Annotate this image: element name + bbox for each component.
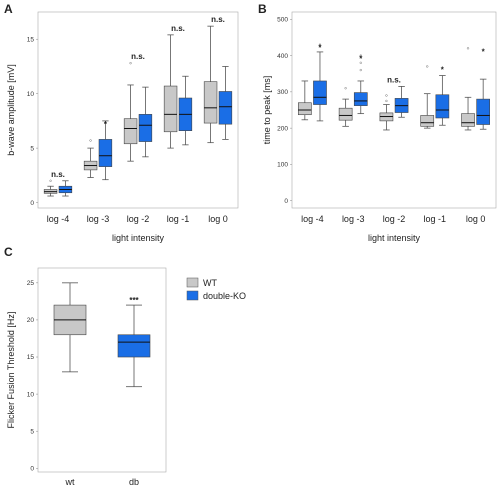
ytick-label: 20 bbox=[27, 317, 35, 324]
y-axis-label: Flicker Fusion Threshold [Hz] bbox=[6, 312, 16, 429]
category-label: db bbox=[129, 477, 139, 487]
x-axis-label: light intensity bbox=[368, 233, 421, 243]
ytick-label: 5 bbox=[30, 145, 34, 152]
box-ko-1-outlier-2 bbox=[359, 54, 362, 57]
box-wt-2-outlier-1 bbox=[385, 94, 388, 97]
box-ko-1-box bbox=[98, 139, 113, 167]
significance-label: n.s. bbox=[387, 75, 401, 84]
box-wt-2-outlier-0 bbox=[129, 62, 132, 65]
box-wt-1-box bbox=[338, 107, 353, 121]
box-wt-3-box bbox=[163, 85, 178, 133]
category-label: log -3 bbox=[342, 214, 365, 224]
category-label: log -4 bbox=[301, 214, 324, 224]
legend-label-1: double-KO bbox=[203, 291, 246, 301]
panel-C bbox=[36, 267, 167, 473]
significance-label: * bbox=[359, 55, 363, 64]
category-label: log -4 bbox=[47, 214, 70, 224]
box-wt-0-box bbox=[297, 102, 312, 116]
panel-letter-C: C bbox=[4, 245, 13, 259]
category-label: log -3 bbox=[87, 214, 110, 224]
category-label: log 0 bbox=[208, 214, 228, 224]
category-label: log 0 bbox=[466, 214, 486, 224]
box-ko-4-box bbox=[476, 98, 491, 125]
ytick-label: 0 bbox=[30, 465, 34, 472]
significance-label: *** bbox=[129, 296, 139, 305]
panel-A bbox=[36, 11, 239, 209]
significance-label: n.s. bbox=[171, 24, 185, 33]
box-ko-1-outlier-0 bbox=[359, 68, 362, 72]
ytick-label: 5 bbox=[30, 428, 34, 435]
box-ko-4-box bbox=[218, 91, 233, 125]
ytick-label: 500 bbox=[277, 16, 288, 23]
box-ko-0-box bbox=[313, 80, 327, 105]
significance-label: * bbox=[482, 47, 486, 56]
category-label: log -1 bbox=[167, 214, 190, 224]
ytick-label: 300 bbox=[277, 89, 288, 96]
box-wt-3-outlier-0 bbox=[426, 65, 429, 68]
panel-A-frame bbox=[37, 11, 239, 209]
box-ko-0-outlier-0 bbox=[318, 43, 322, 46]
ytick-label: 15 bbox=[27, 36, 35, 43]
category-label: wt bbox=[65, 477, 75, 487]
significance-label: n.s. bbox=[51, 170, 65, 179]
x-axis-label: light intensity bbox=[112, 233, 165, 243]
category-label: log -2 bbox=[127, 214, 150, 224]
category-label: log -2 bbox=[383, 214, 406, 224]
box-wt-4-box bbox=[203, 81, 218, 124]
ytick-label: 25 bbox=[27, 280, 35, 287]
ytick-label: 0 bbox=[30, 200, 34, 207]
significance-label: n.s. bbox=[211, 15, 225, 24]
box-ko-2-box bbox=[138, 114, 153, 142]
box-ko-3-box bbox=[435, 94, 450, 119]
box-wt-2-box bbox=[123, 118, 138, 145]
box-wt-3-box bbox=[420, 115, 435, 127]
category-label: log -1 bbox=[424, 214, 447, 224]
legend-swatch-0 bbox=[186, 277, 199, 288]
legend-swatch-1 bbox=[186, 290, 199, 301]
legend-label-0: WT bbox=[203, 278, 217, 288]
panel-B-frame bbox=[291, 11, 497, 209]
y-axis-label: b-wave amplitude [mV] bbox=[6, 64, 16, 156]
panel-B bbox=[290, 11, 497, 209]
ytick-label: 10 bbox=[27, 91, 35, 98]
ytick-label: 15 bbox=[27, 354, 35, 361]
ytick-label: 100 bbox=[277, 162, 288, 169]
ytick-label: 400 bbox=[277, 53, 288, 60]
box-wt-4-outlier-0 bbox=[466, 47, 470, 50]
box-wt-2-outlier-0 bbox=[385, 99, 388, 103]
ytick-label: 0 bbox=[284, 198, 288, 205]
panel-C-frame bbox=[37, 267, 167, 473]
box-wt-1-outlier-0 bbox=[344, 87, 347, 90]
box-wt-0-outlier-0 bbox=[49, 179, 52, 182]
significance-label: n.s. bbox=[131, 52, 145, 61]
box-ko-box bbox=[117, 334, 151, 358]
box-ko-1-box bbox=[353, 92, 368, 106]
ytick-label: 10 bbox=[27, 391, 35, 398]
panel-letter-B: B bbox=[258, 2, 267, 16]
significance-label: * bbox=[104, 120, 108, 129]
ytick-label: 200 bbox=[277, 125, 288, 132]
legend bbox=[186, 277, 199, 301]
box-wt-4-box bbox=[461, 113, 475, 127]
box-wt-1-outlier-0 bbox=[89, 139, 92, 142]
significance-label: * bbox=[318, 44, 322, 53]
significance-label: * bbox=[441, 65, 445, 74]
panel-letter-A: A bbox=[4, 2, 13, 16]
box-ko-1-outlier-1 bbox=[359, 61, 362, 64]
y-axis-label: time to peak [ms] bbox=[262, 76, 272, 145]
